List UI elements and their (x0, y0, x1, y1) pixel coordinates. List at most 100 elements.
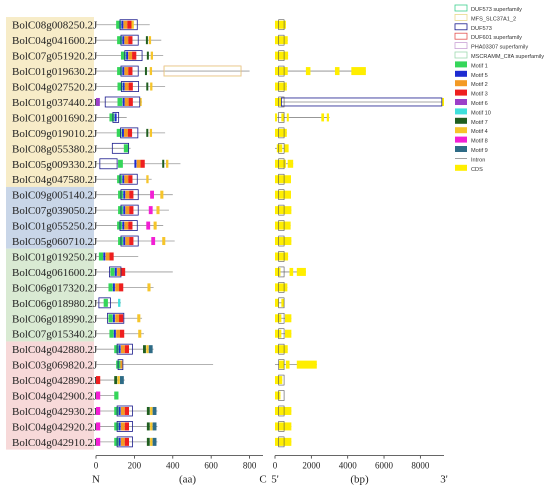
cds-box (441, 97, 444, 106)
domain-box (278, 50, 285, 61)
gene-label: BolC04g042930.2J (12, 406, 98, 418)
legend-label: Motif 1 (471, 63, 488, 69)
motif-box (128, 51, 133, 60)
domain-box (116, 405, 133, 417)
motif-box (160, 190, 164, 199)
motif-box (123, 20, 128, 29)
cds-box (281, 298, 285, 307)
legend-label: Intron (471, 157, 485, 163)
legend-label: Motif 6 (471, 101, 488, 107)
domain-box (278, 374, 285, 386)
legend-label: DUF573 (471, 26, 492, 32)
domain-box (107, 312, 125, 324)
motif-box (128, 221, 133, 230)
motif-box (156, 206, 160, 215)
motif-box (118, 159, 123, 168)
motif-box (96, 406, 101, 415)
domain-box (99, 158, 118, 170)
cds-box (326, 113, 329, 122)
motif-box (108, 314, 113, 323)
motif-box (105, 252, 110, 261)
legend-label: Motif 10 (471, 110, 491, 116)
motif-box (127, 128, 133, 137)
domain-box (124, 50, 143, 62)
motif-box (109, 252, 114, 261)
motif-box (118, 190, 123, 199)
gene-label: BolC05g060710.2J (12, 236, 98, 248)
legend-swatch (455, 89, 467, 96)
legend-label: MSCRAMM_ClfA superfamily (471, 54, 544, 60)
domain-box (120, 65, 139, 77)
domain-box (278, 158, 285, 170)
motif-box (124, 97, 129, 106)
legend-label: CDS (471, 167, 483, 173)
motif-box (124, 221, 129, 230)
domain-box (278, 405, 285, 417)
motif-box (117, 97, 123, 106)
motif-box (166, 159, 169, 168)
domain-box (278, 343, 285, 355)
domain-box (278, 112, 285, 123)
domain-box (119, 220, 138, 231)
motif-box (124, 406, 130, 415)
axis-tick-label: 800 (243, 461, 257, 471)
motif-box (128, 67, 133, 76)
motif-box (124, 67, 129, 76)
motif-box (139, 97, 142, 106)
motif-box (114, 345, 119, 354)
motif-box (152, 422, 157, 431)
legend-label: DUF573 superfamily (471, 7, 522, 13)
cds-box (275, 252, 289, 261)
n-terminus-label: N (92, 474, 100, 486)
axis-tick-label: 200 (128, 461, 142, 471)
gene-label: BolC04g061600.2J (12, 267, 98, 279)
motif-box (149, 67, 153, 76)
legend-swatch (454, 23, 468, 31)
domain-box (120, 189, 139, 201)
domain-box (278, 127, 285, 139)
gene-label: BolC07g051920.2J (12, 51, 98, 63)
gene-label: BolC01g001690.2J (12, 112, 98, 124)
motif-box (109, 113, 115, 122)
domain-box (120, 34, 139, 46)
legend-label: Motif 9 (471, 148, 488, 154)
legend-swatch (455, 70, 467, 77)
motif-box (124, 36, 129, 45)
axis-tick-label: 8000 (411, 461, 430, 471)
motif-box (122, 36, 125, 45)
motif-box (124, 82, 129, 91)
legend-swatch (455, 117, 467, 124)
motif-box (122, 175, 125, 184)
motif-box (118, 345, 121, 354)
domain-box (116, 421, 133, 432)
motif-box (146, 422, 150, 431)
motif-box (150, 51, 154, 60)
legend-swatch (454, 13, 468, 21)
domain-box (278, 235, 285, 247)
motif-box (134, 159, 137, 168)
motif-box (148, 36, 152, 45)
motif-box (127, 20, 132, 29)
domain-box (116, 436, 133, 448)
cds-box (284, 314, 292, 323)
cds-box (275, 406, 292, 415)
motif-box (117, 67, 122, 76)
motif-box (119, 283, 124, 292)
domain-box (278, 328, 285, 340)
motif-box (118, 298, 121, 307)
axis-tick-label: 6000 (375, 461, 394, 471)
domain-box (278, 173, 285, 185)
domain-box (278, 297, 285, 309)
cds-box (275, 422, 292, 431)
motif-box (150, 437, 153, 446)
motif-box (120, 406, 125, 415)
gene-label: BolC07g015340.2J (12, 329, 98, 341)
motif-box (143, 345, 146, 354)
motif-box (162, 237, 166, 246)
cds-box (275, 67, 288, 76)
motif-box (150, 422, 153, 431)
cds-box (287, 159, 294, 168)
domain-box (119, 19, 138, 31)
legend-swatch (455, 127, 467, 134)
